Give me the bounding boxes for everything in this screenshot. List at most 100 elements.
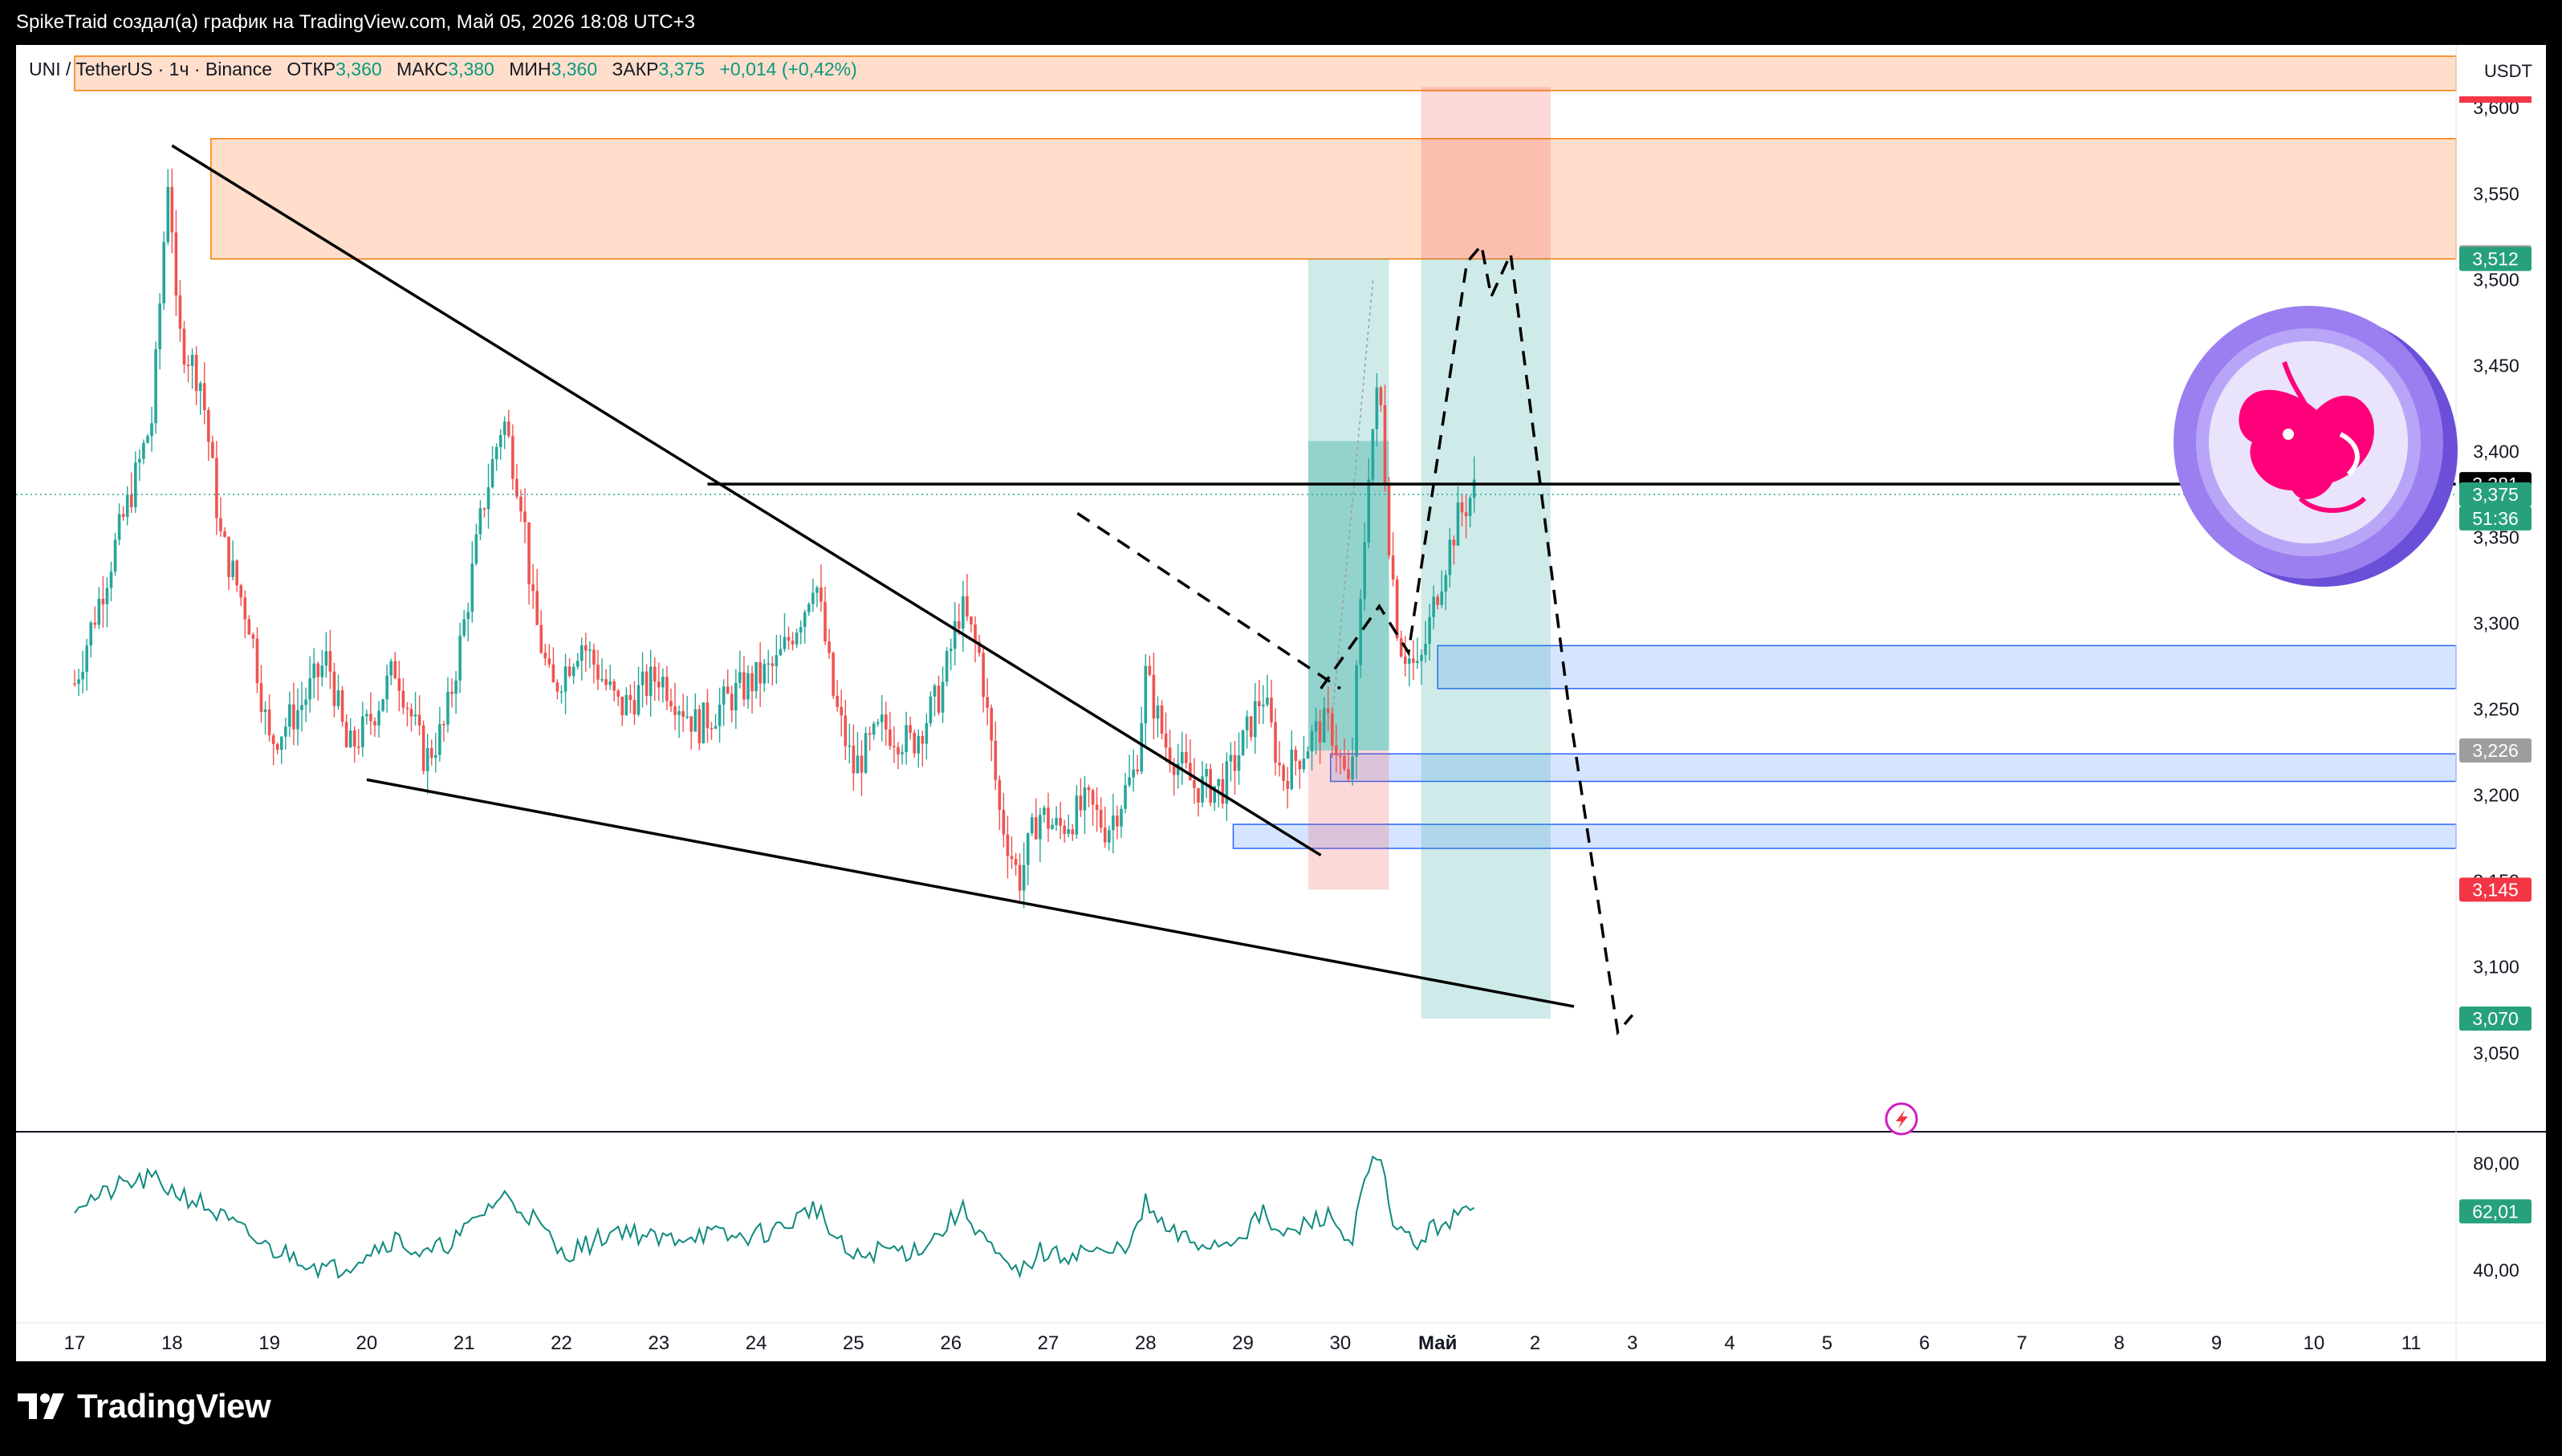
candle-body[interactable] [429,747,433,759]
candle-body[interactable] [85,645,88,673]
candle-body[interactable] [893,746,896,747]
candle-body[interactable] [409,709,413,717]
candle-body[interactable] [945,651,949,682]
candle-body[interactable] [1387,485,1391,556]
candle-body[interactable] [949,649,953,652]
candle-body[interactable] [328,651,332,672]
candle-body[interactable] [336,690,340,706]
candle-body[interactable] [1314,721,1318,732]
candle-body[interactable] [966,596,969,617]
candle-body[interactable] [889,729,892,746]
candle-body[interactable] [1258,701,1261,706]
candle-body[interactable] [803,612,807,628]
candle-body[interactable] [1424,644,1427,655]
drawings-layer[interactable] [16,144,2456,1036]
candle-body[interactable] [848,745,852,747]
candle-body[interactable] [1120,808,1123,827]
candle-body[interactable] [1128,777,1131,786]
candle-body[interactable] [1030,817,1034,834]
candle-body[interactable] [158,303,161,350]
candle-body[interactable] [640,671,645,685]
candle-body[interactable] [275,744,279,750]
candle-body[interactable] [649,666,653,696]
candle-body[interactable] [1448,539,1452,575]
candle-body[interactable] [202,383,206,410]
candle-body[interactable] [438,724,441,755]
candle-body[interactable] [515,478,518,497]
candle-body[interactable] [1229,754,1233,762]
candle-body[interactable] [531,584,535,592]
candle-body[interactable] [425,747,429,771]
candle-body[interactable] [750,673,754,692]
candle-body[interactable] [571,666,575,677]
candle-body[interactable] [1310,731,1314,752]
candle-body[interactable] [300,705,303,710]
candle-body[interactable] [206,409,210,442]
candle-body[interactable] [308,678,311,700]
candle-body[interactable] [89,622,93,646]
candle-body[interactable] [417,714,421,726]
candle-body[interactable] [669,701,673,707]
candle-body[interactable] [1282,765,1285,781]
candle-body[interactable] [612,681,616,691]
candle-body[interactable] [101,599,105,604]
candle-body[interactable] [1108,830,1111,843]
candle-body[interactable] [1274,722,1277,763]
candle-body[interactable] [442,724,445,726]
candle-body[interactable] [1464,512,1468,516]
candle-body[interactable] [1399,638,1403,657]
candle-body[interactable] [251,634,255,639]
candle-body[interactable] [377,710,380,726]
candle-body[interactable] [190,355,194,366]
candle-body[interactable] [1444,575,1448,592]
candle-body[interactable] [1152,674,1156,719]
candle-body[interactable] [592,649,596,665]
candle-body[interactable] [897,746,900,754]
candle-body[interactable] [1124,785,1127,809]
candle-body[interactable] [1225,761,1229,804]
candle-body[interactable] [771,663,775,666]
candle-body[interactable] [434,754,437,759]
candle-body[interactable] [454,680,458,694]
candle-body[interactable] [1237,754,1241,771]
candle-body[interactable] [929,696,933,724]
candle-body[interactable] [361,716,364,747]
candle-body[interactable] [1290,750,1294,789]
candle-body[interactable] [937,685,941,713]
candle-body[interactable] [1079,795,1083,811]
candle-body[interactable] [1367,479,1371,543]
candle-body[interactable] [1262,704,1265,706]
candle-body[interactable] [852,745,856,774]
forecast-projection-line[interactable] [1320,242,1634,1036]
candle-body[interactable] [998,779,1002,810]
candle-body[interactable] [1185,752,1188,763]
candle-body[interactable] [1249,716,1253,738]
candle-body[interactable] [1428,616,1431,645]
candle-body[interactable] [990,707,994,741]
candle-body[interactable] [97,599,101,625]
candle-body[interactable] [779,649,783,656]
candle-body[interactable] [697,709,702,743]
candle-body[interactable] [775,655,779,666]
candle-body[interactable] [795,632,799,645]
candle-body[interactable] [799,627,803,633]
short-position-stop-area[interactable] [1421,87,1551,259]
candle-body[interactable] [1322,708,1326,742]
candle-body[interactable] [909,725,912,733]
candle-body[interactable] [596,665,600,680]
candle-body[interactable] [1180,752,1184,764]
candle-body[interactable] [714,726,718,729]
candle-body[interactable] [1160,706,1164,734]
candle-body[interactable] [373,721,376,726]
candle-body[interactable] [113,539,117,572]
candle-body[interactable] [551,664,555,683]
candle-body[interactable] [170,186,174,233]
candle-body[interactable] [539,624,543,653]
candle-body[interactable] [620,696,624,716]
candle-body[interactable] [1103,828,1107,843]
candle-body[interactable] [1306,751,1310,759]
candle-body[interactable] [1302,759,1306,770]
candle-body[interactable] [555,682,559,692]
candle-body[interactable] [742,672,746,700]
candle-body[interactable] [506,421,510,437]
